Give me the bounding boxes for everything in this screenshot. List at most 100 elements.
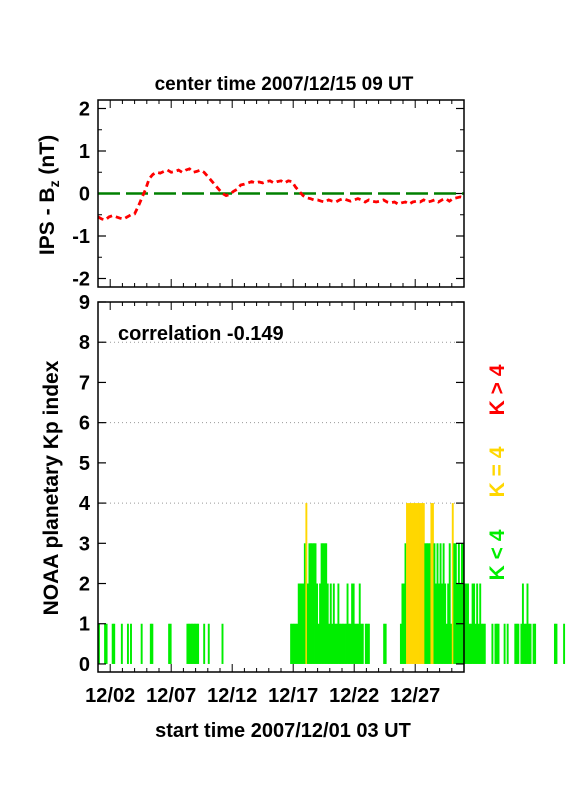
kp-bar: [441, 583, 444, 664]
kp-bars: [98, 503, 566, 664]
correlation-annotation: correlation -0.149: [118, 323, 284, 345]
kp-legend-label: K = 4: [486, 446, 509, 497]
kp-bar: [169, 623, 172, 664]
kp-bar: [526, 583, 529, 664]
bz-y-tick-label: -1: [72, 226, 90, 248]
kp-bar: [130, 623, 132, 664]
kp-bar: [343, 623, 346, 664]
kp-bar: [521, 583, 524, 664]
kp-bar: [450, 623, 453, 664]
kp-color-legend: K < 4 K = 4 K > 4: [486, 364, 509, 580]
kp-bar: [186, 623, 189, 664]
kp-bar: [299, 583, 302, 664]
kp-bar: [425, 543, 428, 664]
kp-bar: [313, 543, 315, 664]
kp-plot-frame: [97, 301, 465, 673]
kp-bar: [427, 543, 430, 664]
kp-bar: [523, 623, 526, 664]
kp-bar: [329, 583, 332, 664]
kp-bar: [444, 583, 447, 664]
kp-bar: [416, 503, 419, 664]
kp-bar: [348, 623, 351, 664]
kp-bar: [464, 583, 466, 664]
kp-bar: [349, 623, 352, 664]
kp-y-tick-label: 6: [79, 413, 90, 435]
kp-bar: [421, 503, 424, 664]
kp-bar: [192, 623, 195, 664]
kp-bar: [399, 623, 402, 664]
kp-y-axis-label: NOAA planetary Kp index: [40, 360, 63, 615]
kp-bar: [105, 623, 108, 664]
kp-bar: [300, 583, 303, 664]
kp-bar: [308, 543, 311, 664]
kp-bar: [517, 623, 520, 664]
kp-bar: [302, 583, 305, 664]
kp-bar: [528, 623, 530, 664]
kp-bar: [303, 543, 306, 664]
kp-bar: [113, 623, 116, 664]
kp-bar: [474, 623, 477, 664]
kp-bar: [191, 623, 193, 664]
kp-bar: [98, 623, 100, 664]
kp-bar: [305, 503, 308, 664]
kp-bar: [328, 623, 331, 664]
kp-bar: [342, 623, 344, 664]
kp-bar: [428, 543, 431, 664]
bz-y-axis-label-main: IPS - B: [36, 187, 59, 255]
kp-bar: [454, 543, 457, 664]
kp-bar: [320, 543, 323, 664]
top-panel-title: center time 2007/12/15 09 UT: [155, 74, 414, 95]
kp-bar: [364, 623, 367, 664]
kp-bar: [401, 583, 404, 664]
kp-bar: [480, 623, 483, 664]
kp-bar: [335, 623, 338, 664]
kp-y-tick-label: 1: [79, 614, 90, 636]
kp-bar: [460, 543, 463, 664]
kp-legend-label: K < 4: [486, 529, 509, 580]
kp-bar: [140, 623, 143, 664]
kp-bar: [325, 543, 328, 664]
bz-y-axis-label-subscript: z: [46, 180, 62, 187]
kp-bar: [476, 583, 479, 664]
bz-y-tick-label: 2: [79, 99, 90, 121]
bz-y-axis-label-unit: (nT): [36, 135, 59, 180]
kp-bar: [352, 583, 355, 664]
kp-bar: [479, 583, 482, 664]
kp-x-tick-label: 12/07: [146, 685, 196, 707]
kp-bar: [553, 623, 556, 664]
kp-gridlines: [98, 341, 464, 504]
kp-panel: 0 1 2 3 4 5 6 7 8 9 12/02 12/07 12/12 12/17 12/22 12/2…: [40, 292, 566, 742]
kp-bar: [496, 623, 498, 664]
kp-y-tick-label: 9: [79, 292, 90, 314]
kp-bar: [207, 623, 210, 664]
kp-x-tick-label: 12/17: [268, 685, 318, 707]
kp-bar: [447, 583, 450, 664]
kp-bar: [297, 583, 300, 664]
kp-bar: [403, 583, 405, 664]
kp-bar: [187, 623, 190, 664]
kp-bar: [203, 623, 206, 664]
kp-bar: [406, 503, 408, 664]
bz-y-tick-label: 0: [79, 184, 90, 206]
kp-bar: [471, 583, 474, 664]
kp-bar: [151, 623, 154, 664]
kp-bar: [120, 623, 123, 664]
kp-bar: [189, 623, 192, 664]
kp-bar: [126, 623, 129, 664]
kp-bar: [532, 623, 535, 664]
kp-bar: [331, 623, 334, 664]
kp-bar: [404, 543, 407, 664]
kp-bar: [334, 623, 337, 664]
kp-y-tick-label: 4: [79, 493, 91, 515]
kp-bar: [419, 503, 422, 664]
kp-bar: [293, 623, 296, 664]
kp-bar: [311, 543, 314, 664]
kp-bar: [357, 623, 360, 664]
kp-bar: [354, 623, 357, 664]
bz-y-tick-labels: -2 -1 0 1 2: [72, 99, 90, 291]
kp-bar: [345, 623, 347, 664]
kp-bar: [448, 543, 451, 664]
kp-bar: [433, 543, 436, 664]
kp-bar: [197, 623, 200, 664]
